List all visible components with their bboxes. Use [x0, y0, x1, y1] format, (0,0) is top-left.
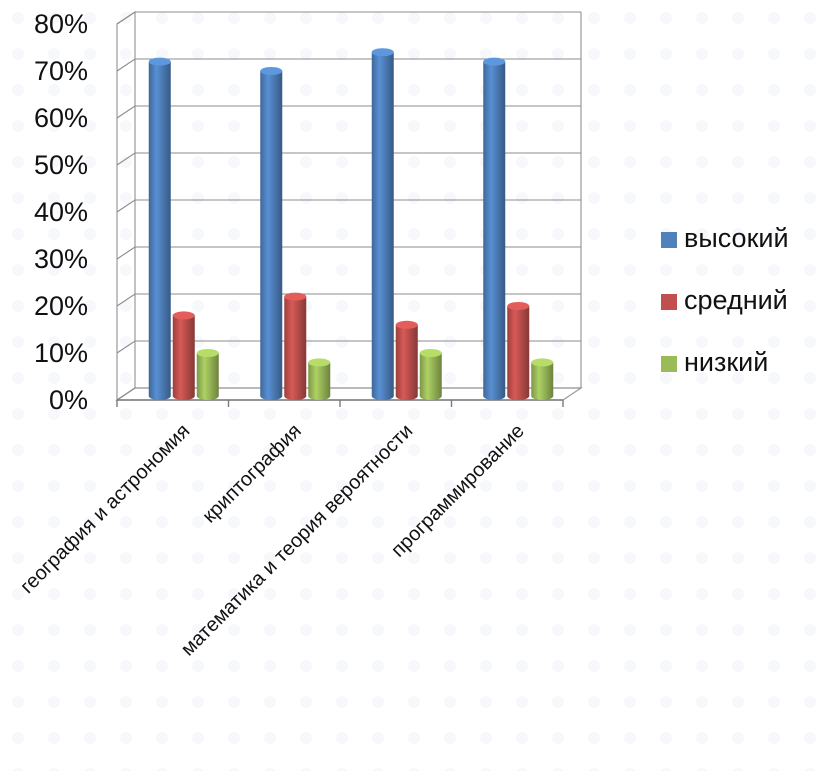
bar — [419, 353, 442, 400]
bar-top — [308, 358, 331, 367]
legend-label: высокий — [684, 223, 789, 253]
bars — [148, 48, 554, 400]
bar — [260, 71, 283, 400]
bar-top — [419, 349, 442, 357]
gridline — [116, 293, 581, 307]
bar — [172, 315, 195, 400]
y-tick-label: 0% — [49, 385, 88, 415]
legend-swatch — [661, 356, 677, 372]
bar-top — [507, 302, 530, 310]
bar — [531, 362, 554, 400]
y-tick-label: 20% — [34, 291, 88, 321]
bar-top — [260, 67, 283, 75]
bar-top — [531, 358, 554, 367]
y-tick-label: 10% — [34, 338, 88, 368]
bar-top — [172, 311, 195, 320]
bar — [284, 296, 307, 400]
gridline — [116, 11, 581, 25]
y-tick-label: 80% — [34, 9, 88, 39]
y-tick-label: 50% — [34, 150, 88, 180]
bar — [148, 61, 171, 400]
y-tick-label: 40% — [34, 197, 88, 227]
bar-top — [148, 57, 171, 66]
bar — [308, 362, 331, 400]
bar — [371, 52, 394, 400]
legend: высокий средний низкий — [661, 223, 789, 377]
bar — [483, 61, 506, 400]
bar-top — [395, 320, 418, 329]
gridline — [116, 199, 581, 213]
y-axis: 0% 10% 20% 30% 40% 50% 60% 70% 80% — [34, 9, 88, 415]
bar — [196, 353, 219, 400]
bar-top — [371, 48, 394, 57]
bar-top — [483, 57, 506, 66]
y-tick-label: 30% — [34, 244, 88, 274]
bar-top — [284, 292, 307, 301]
bar — [395, 324, 418, 400]
y-tick-label: 60% — [34, 103, 88, 133]
gridline — [116, 340, 581, 354]
legend-swatch — [661, 294, 677, 310]
bar — [507, 306, 530, 400]
gridline — [116, 152, 581, 166]
gridline — [116, 246, 581, 260]
legend-swatch — [661, 232, 677, 248]
gridline — [116, 58, 581, 72]
bar-top — [196, 349, 219, 357]
legend-label: низкий — [684, 347, 768, 377]
y-tick-label: 70% — [34, 56, 88, 86]
legend-label: средний — [684, 285, 788, 315]
x-axis — [116, 399, 564, 407]
gridline — [116, 105, 581, 119]
